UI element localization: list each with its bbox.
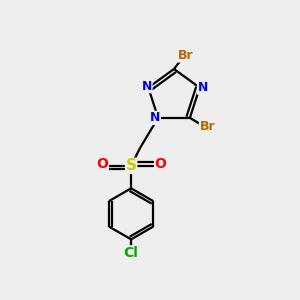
Text: Br: Br — [200, 120, 215, 133]
Text: Br: Br — [178, 49, 194, 62]
Text: S: S — [126, 158, 136, 173]
Text: N: N — [142, 80, 152, 93]
Text: N: N — [197, 81, 208, 94]
Text: O: O — [96, 157, 108, 171]
Text: O: O — [154, 157, 166, 171]
Text: Cl: Cl — [124, 246, 139, 260]
Text: N: N — [150, 111, 160, 124]
